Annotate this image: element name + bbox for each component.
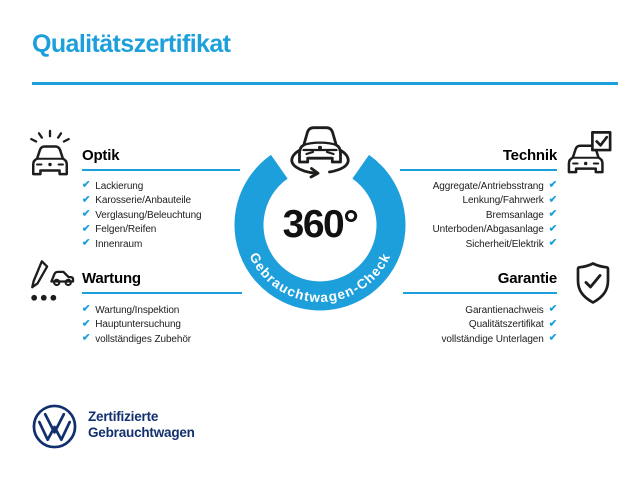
check-item-label: Aggregate/Antriebsstrang: [432, 180, 544, 192]
service-checklist-icon: [31, 260, 75, 301]
check-item-label: Bremsanlage: [485, 209, 544, 221]
page-title: Qualitätszertifikat: [32, 30, 231, 58]
check-item-label: Wartung/Inspektion: [95, 304, 180, 316]
check-item: Qualitätszertifikat ✔: [469, 318, 557, 333]
check-icon: ✔: [82, 179, 91, 191]
footer-brand-line2: Gebrauchtwagen: [88, 425, 195, 440]
technik-item-list: Aggregate/Antriebsstrang ✔ Lenkung/Fahrwe…: [432, 179, 557, 252]
hub-ring: Gebrauchtwagen-Check: [234, 154, 406, 311]
check-item: ✔ Verglasung/Beleuchtung: [82, 208, 202, 223]
check-icon: ✔: [82, 208, 91, 220]
check-item-label: Verglasung/Beleuchtung: [95, 209, 202, 221]
check-item: Sicherheit/Elektrik ✔: [465, 237, 558, 252]
wartung-item-list: ✔ Wartung/Inspektion ✔ Hauptuntersuchung ✔…: [82, 303, 191, 347]
check-icon: ✔: [82, 332, 91, 344]
check-item-label: Sicherheit/Elektrik: [465, 238, 544, 250]
rotating-car-icon: [290, 126, 350, 179]
check-item-label: Garantienachweis: [465, 304, 544, 316]
check-icon: ✔: [548, 237, 557, 249]
check-icon: ✔: [548, 179, 557, 191]
check-icon: ✔: [548, 332, 557, 344]
check-icon: ✔: [548, 318, 557, 330]
section-heading-garantie: Garantie: [497, 270, 557, 287]
check-item: ✔ Lackierung: [82, 179, 202, 194]
check-icon: ✔: [82, 318, 91, 330]
footer-brand-line1: Zertifizierte: [88, 409, 159, 424]
check-icon: ✔: [82, 194, 91, 206]
check-icon: ✔: [548, 223, 557, 235]
section-underline-optik: [82, 169, 240, 171]
section-underline-technik: [400, 169, 557, 171]
check-item-label: Felgen/Reifen: [95, 224, 157, 236]
footer-brand-text: Zertifizierte Gebrauchtwagen: [88, 409, 195, 441]
check-item: Lenkung/Fahrwerk ✔: [462, 194, 557, 209]
garantie-item-list: Garantienachweis ✔ Qualitätszertifikat ✔ v…: [442, 303, 558, 347]
check-item-label: vollständige Unterlagen: [441, 333, 544, 345]
hub-value: 360°: [282, 203, 359, 246]
check-item: ✔ Innenraum: [82, 237, 202, 252]
car-checkbox-icon: [567, 131, 612, 174]
check-item: vollständige Unterlagen ✔: [442, 332, 558, 347]
title-rule: [32, 82, 618, 85]
hub-ring-arc: [234, 154, 406, 311]
check-icon: ✔: [82, 223, 91, 235]
check-item: ✔ Hauptuntersuchung: [82, 318, 191, 333]
check-item-label: Innenraum: [95, 238, 143, 250]
check-item: Aggregate/Antriebsstrang ✔: [433, 179, 557, 194]
section-heading-wartung: Wartung: [82, 270, 141, 287]
check-item: Bremsanlage ✔: [486, 208, 557, 223]
check-item-label: Qualitätszertifikat: [468, 319, 544, 331]
check-item: ✔ Felgen/Reifen: [82, 223, 202, 238]
check-item-label: Lackierung: [95, 180, 144, 192]
check-item-label: Karosserie/Anbauteile: [95, 195, 192, 207]
check-icon: ✔: [548, 303, 557, 315]
car-front-shine-icon: [30, 129, 70, 176]
check-icon: ✔: [82, 303, 91, 315]
check-item: ✔ vollständiges Zubehör: [82, 332, 191, 347]
check-item-label: vollständiges Zubehör: [95, 333, 192, 345]
check-item: Unterboden/Abgasanlage ✔: [432, 223, 557, 238]
hub-inner-disc: [263, 168, 377, 282]
check-item-label: Lenkung/Fahrwerk: [462, 195, 544, 207]
check-icon: ✔: [82, 237, 91, 249]
section-underline-garantie: [403, 292, 557, 294]
check-item: ✔ Karosserie/Anbauteile: [82, 194, 202, 209]
check-icon: ✔: [548, 208, 557, 220]
section-heading-optik: Optik: [82, 147, 120, 164]
section-underline-wartung: [82, 292, 242, 294]
check-item: Garantienachweis ✔: [465, 303, 557, 318]
check-item-label: Hauptuntersuchung: [95, 319, 181, 331]
vw-logo: [32, 404, 77, 449]
check-icon: ✔: [548, 194, 557, 206]
optik-item-list: ✔ Lackierung ✔ Karosserie/Anbauteile ✔ Verg…: [82, 179, 202, 252]
section-heading-technik: Technik: [502, 147, 557, 164]
shield-check-icon: [576, 262, 610, 304]
check-item-label: Unterboden/Abgasanlage: [432, 224, 544, 236]
check-item: ✔ Wartung/Inspektion: [82, 303, 191, 318]
